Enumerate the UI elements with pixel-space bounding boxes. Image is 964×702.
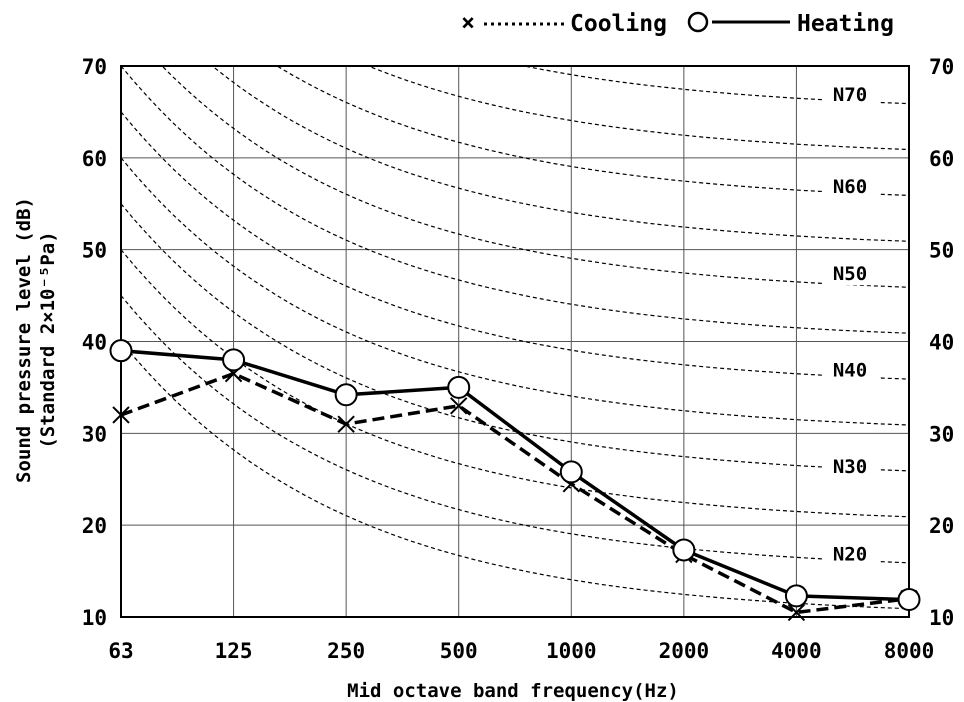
nc-label: N20 [833, 543, 867, 565]
x-axis-title: Mid octave band frequency(Hz) [347, 680, 679, 702]
nc-curve [366, 66, 909, 151]
x-tick-label: 250 [327, 639, 365, 663]
nc-curve [521, 66, 909, 105]
nc-curve [121, 249, 909, 518]
nc-label: N40 [833, 360, 867, 382]
nc-label-bg [822, 357, 878, 382]
x-tick-label: 2000 [659, 639, 710, 663]
y-axis-subtitle: (Standard 2×10⁻⁵Pa) [37, 231, 59, 448]
x-tick-label: 63 [108, 639, 133, 663]
nc-curve [211, 66, 909, 242]
nc-curves [121, 0, 909, 610]
nc-label-bg [822, 82, 878, 107]
series-line-heating [120, 348, 910, 602]
nc-label-group: N60 [822, 173, 878, 198]
nc-curve [121, 66, 909, 334]
nc-curve [121, 295, 909, 564]
series [109, 339, 921, 622]
point-cooling [337, 415, 355, 433]
point-heating [672, 538, 696, 562]
x-tick-label: 500 [440, 639, 478, 663]
nc-label: N60 [833, 176, 867, 198]
y-tick-label-right: 50 [929, 239, 954, 263]
point-heating [559, 460, 583, 484]
nc-label-group: N20 [822, 541, 878, 566]
y-tick-label-right: 40 [929, 331, 954, 355]
x-tick-label: 125 [215, 639, 253, 663]
legend-heating-marker [687, 11, 709, 33]
y-tick-label-left: 60 [82, 147, 107, 171]
nc-curve [121, 341, 909, 610]
nc-label: N30 [833, 456, 867, 478]
x-tick-label: 8000 [884, 639, 935, 663]
x-tick-label: 4000 [771, 639, 822, 663]
nc-curve [276, 66, 909, 196]
y-tick-label-left: 50 [82, 239, 107, 263]
y-tick-label-right: 10 [929, 606, 954, 630]
y-tick-label-left: 40 [82, 331, 107, 355]
nc-label-group: N70 [822, 82, 878, 107]
nc-curve [161, 66, 909, 288]
nc-label-group: N50 [822, 261, 878, 286]
y-tick-label-left: 20 [82, 514, 107, 538]
nc-curve [121, 157, 909, 426]
nc-label-bg [822, 541, 878, 566]
nc-label-group: N40 [822, 357, 878, 382]
nc-label-bg [822, 454, 878, 479]
nc-label-bg [822, 261, 878, 286]
nc-label: N70 [833, 84, 867, 106]
point-heating [222, 348, 246, 372]
grid [120, 65, 910, 618]
y-tick-label-left: 30 [82, 422, 107, 446]
point-heating [334, 383, 358, 407]
y-tick-label-left: 10 [82, 606, 107, 630]
point-cooling [787, 603, 806, 622]
legend-heating-label: Heating [797, 11, 894, 37]
legend: × Cooling Heating [461, 10, 894, 37]
legend-cooling-marker: × [461, 10, 475, 36]
point-heating [109, 339, 133, 363]
nc-curve [121, 0, 909, 58]
series-line-cooling [120, 371, 910, 615]
nc-label: N50 [833, 263, 867, 285]
point-cooling [112, 406, 130, 424]
x-tick-label: 1000 [546, 639, 597, 663]
point-heating [447, 375, 471, 399]
nc-curve [121, 111, 909, 380]
nc-label-bg [822, 173, 878, 198]
y-axis-title: Sound pressure level (dB) [13, 197, 35, 483]
point-heating [784, 584, 808, 608]
point-heating [897, 588, 921, 612]
nc-label-group: N30 [822, 454, 878, 479]
legend-cooling-label: Cooling [570, 11, 667, 37]
point-cooling [450, 397, 468, 415]
y-tick-label-right: 60 [929, 147, 954, 171]
tick-labels: 63 125 250 500 1000 2000 4000 8000 10 10 20 20 30 30 4… [82, 55, 955, 663]
y-tick-label-right: 30 [929, 422, 954, 446]
y-tick-label-right: 70 [929, 55, 954, 79]
y-tick-label-right: 20 [929, 514, 954, 538]
y-tick-label-left: 70 [82, 55, 107, 79]
